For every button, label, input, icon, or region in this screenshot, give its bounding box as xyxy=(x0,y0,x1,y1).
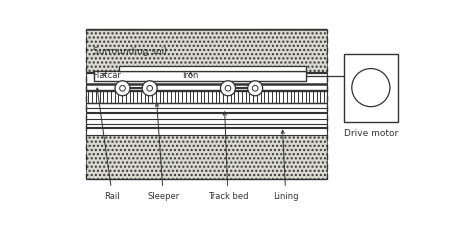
Text: Rail: Rail xyxy=(96,89,120,200)
Circle shape xyxy=(252,86,258,92)
Circle shape xyxy=(115,81,130,96)
Circle shape xyxy=(248,81,263,96)
Bar xyxy=(86,31,327,73)
Circle shape xyxy=(220,81,236,96)
Text: Sleeper: Sleeper xyxy=(147,104,180,200)
Bar xyxy=(86,73,327,136)
Text: Track bed: Track bed xyxy=(208,112,248,200)
Text: Surrounding soil: Surrounding soil xyxy=(93,47,167,55)
Circle shape xyxy=(147,86,153,92)
Circle shape xyxy=(352,69,390,107)
Text: Lining: Lining xyxy=(273,131,299,200)
Text: Drive motor: Drive motor xyxy=(344,129,398,138)
Circle shape xyxy=(225,86,231,92)
Circle shape xyxy=(119,86,125,92)
Circle shape xyxy=(142,81,157,96)
Bar xyxy=(119,67,306,72)
Bar xyxy=(344,54,398,122)
Bar xyxy=(94,72,306,81)
Bar xyxy=(86,136,327,179)
Text: Iron: Iron xyxy=(182,71,199,80)
Text: Flatcar: Flatcar xyxy=(92,71,121,80)
